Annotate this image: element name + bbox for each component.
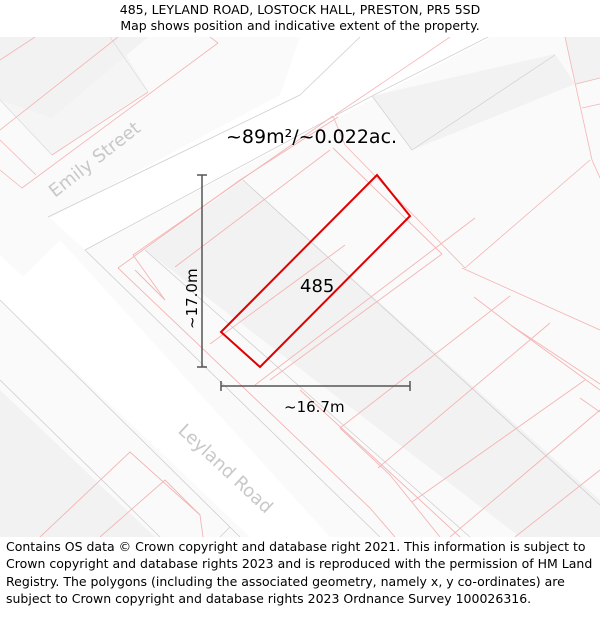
terrace-buildings — [145, 180, 600, 537]
property-map[interactable]: ~89m²/~0.022ac. 485 ~17.0m ~16.7m Emily … — [0, 37, 600, 537]
property-number-label: 485 — [300, 276, 335, 297]
height-measure-label: ~17.0m — [183, 268, 201, 329]
emily-street — [50, 37, 492, 250]
property-boundary[interactable] — [219, 173, 412, 369]
map-header: 485, LEYLAND ROAD, LOSTOCK HALL, PRESTON… — [0, 0, 600, 37]
attribution-text: Contains OS data © Crown copyright and d… — [6, 539, 593, 606]
property-address: 485, LEYLAND ROAD, LOSTOCK HALL, PRESTON… — [119, 2, 481, 17]
width-measure-line — [220, 381, 411, 391]
copyright-footer: Contains OS data © Crown copyright and d… — [6, 538, 596, 607]
map-subtitle: Map shows position and indicative extent… — [120, 18, 480, 33]
height-measure-line — [197, 174, 207, 368]
width-measure-label: ~16.7m — [284, 398, 345, 416]
area-label: ~89m²/~0.022ac. — [226, 126, 398, 148]
